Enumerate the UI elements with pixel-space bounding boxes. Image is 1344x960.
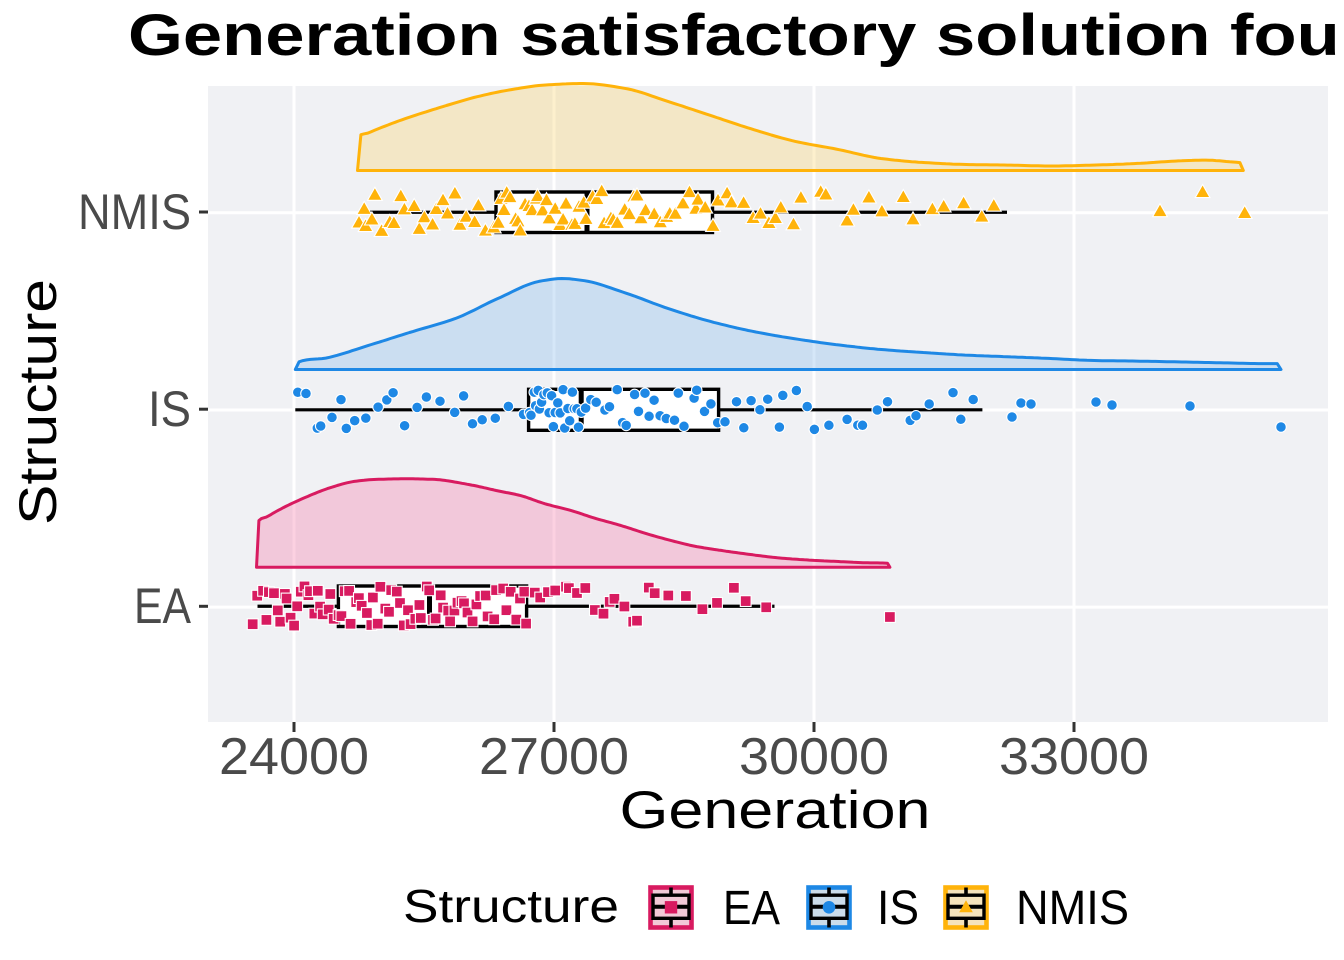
- svg-text:30000: 30000: [739, 727, 889, 785]
- svg-text:IS: IS: [148, 381, 191, 437]
- svg-text:Generation satisfactory soluti: Generation satisfactory solution found: [128, 3, 1344, 68]
- svg-text:Structure: Structure: [403, 880, 619, 932]
- svg-text:33000: 33000: [999, 727, 1149, 785]
- svg-text:IS: IS: [877, 882, 919, 935]
- svg-text:EA: EA: [134, 578, 192, 634]
- svg-text:Structure: Structure: [9, 279, 68, 525]
- svg-text:EA: EA: [723, 882, 780, 935]
- svg-text:27000: 27000: [479, 727, 629, 785]
- svg-text:NMIS: NMIS: [1016, 882, 1129, 935]
- svg-text:Generation: Generation: [620, 781, 931, 840]
- svg-text:24000: 24000: [219, 727, 369, 785]
- svg-text:NMIS: NMIS: [78, 184, 191, 240]
